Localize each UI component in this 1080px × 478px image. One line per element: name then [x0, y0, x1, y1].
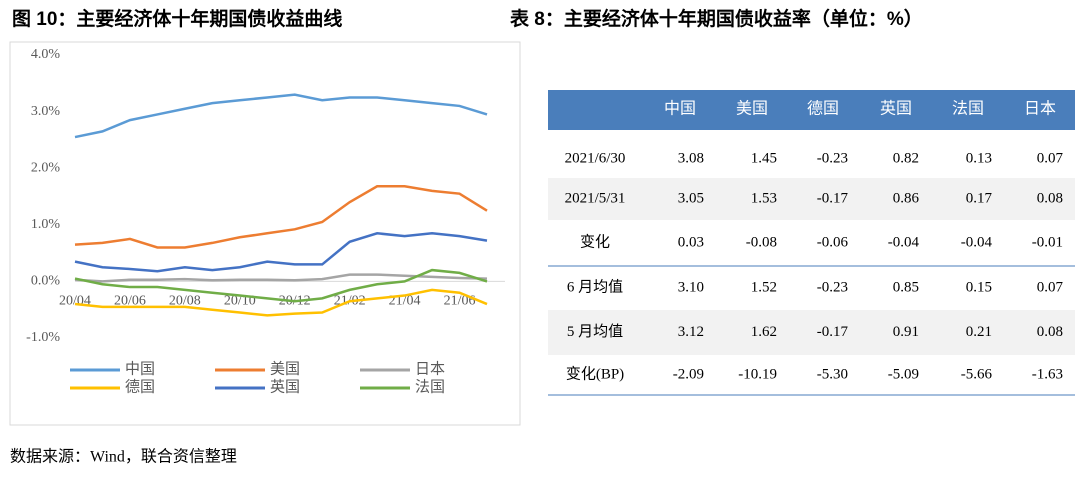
series-line [74, 273, 488, 283]
table-title: 表 8：主要经济体十年期国债收益率（单位：%） [510, 7, 923, 30]
legend-label: 法国 [415, 378, 445, 395]
table-cell: 0.82 [893, 150, 919, 166]
series-line [74, 93, 488, 139]
x-tick-label: 20/06 [114, 294, 146, 309]
legend-label: 英国 [270, 377, 300, 395]
table-header-bg [548, 90, 1075, 130]
table-cell: 变化 [580, 233, 610, 250]
table-cell: 5 月均值 [567, 323, 623, 340]
table-cell: -0.17 [817, 190, 849, 206]
y-tick-label: 3.0% [31, 104, 61, 119]
table-cell: 0.07 [1037, 279, 1064, 295]
table-cell: 0.08 [1037, 190, 1063, 206]
source: 数据来源：Wind，联合资信整理 [10, 448, 237, 466]
table-cell: -2.09 [673, 366, 704, 382]
table-cell: 3.05 [678, 190, 704, 206]
table-cell: -0.23 [817, 279, 848, 295]
table-cell: 1.53 [751, 190, 777, 206]
x-tick-label: 21/06 [444, 294, 476, 309]
table-cell: 2021/5/31 [565, 190, 626, 206]
table-cell: -5.66 [961, 366, 993, 382]
table-cell: -10.19 [738, 366, 777, 382]
table-cell: 0.21 [966, 324, 992, 340]
y-tick-label: -1.0% [26, 330, 60, 345]
table-cell: 2021/6/30 [565, 150, 626, 166]
table-cell: 1.52 [751, 279, 777, 295]
table-row-bg [548, 178, 1075, 220]
y-tick-label: 4.0% [31, 47, 61, 62]
table-cell: -5.30 [817, 366, 848, 382]
y-tick-label: 0.0% [31, 274, 61, 289]
series-line [74, 232, 488, 273]
table-header: 日本 [1024, 100, 1056, 118]
table-cell: 6 月均值 [567, 278, 623, 295]
series-line [74, 268, 488, 303]
table-cell: 0.13 [966, 150, 992, 166]
table-cell: 0.07 [1037, 150, 1064, 166]
table-cell: -0.08 [746, 234, 777, 250]
table-header: 法国 [952, 100, 984, 118]
x-tick-label: 20/08 [169, 294, 201, 309]
table-cell: 1.62 [751, 324, 777, 340]
table-cell: 0.85 [893, 279, 919, 295]
table-cell: -0.04 [888, 234, 920, 250]
legend-label: 日本 [415, 360, 445, 377]
table-cell: 0.91 [893, 324, 919, 340]
legend-label: 美国 [270, 360, 300, 377]
table-cell: 变化(BP) [566, 365, 624, 382]
table-header: 德国 [807, 100, 839, 118]
table-header: 英国 [880, 100, 912, 118]
y-tick-label: 2.0% [31, 160, 61, 175]
table-cell: -0.06 [817, 234, 849, 250]
legend-label: 中国 [125, 360, 155, 377]
table-header: 中国 [664, 100, 696, 118]
table-cell: 0.17 [966, 190, 993, 206]
series-line [74, 288, 488, 317]
table-cell: 1.45 [751, 150, 777, 166]
table-cell: -1.63 [1032, 366, 1063, 382]
chart-frame [9, 41, 521, 426]
table-header: 美国 [736, 100, 768, 118]
table-cell: -0.23 [817, 150, 848, 166]
table-cell: 0.03 [678, 234, 704, 250]
table-cell: 3.10 [678, 279, 704, 295]
table-cell: 0.86 [893, 190, 920, 206]
table-cell: 0.08 [1037, 324, 1063, 340]
table-cell: 3.12 [678, 324, 704, 340]
series-line [74, 185, 488, 249]
table-row-bg [548, 310, 1075, 355]
table-cell: 3.08 [678, 150, 704, 166]
table-cell: -5.09 [888, 366, 919, 382]
legend-label: 德国 [125, 377, 155, 395]
table-cell: -0.01 [1032, 234, 1063, 250]
table-cell: -0.04 [961, 234, 993, 250]
y-tick-label: 1.0% [31, 217, 61, 232]
table-cell: 0.15 [966, 279, 992, 295]
figure-title: 图 10：主要经济体十年期国债收益曲线 [12, 7, 342, 30]
table-cell: -0.17 [817, 324, 849, 340]
